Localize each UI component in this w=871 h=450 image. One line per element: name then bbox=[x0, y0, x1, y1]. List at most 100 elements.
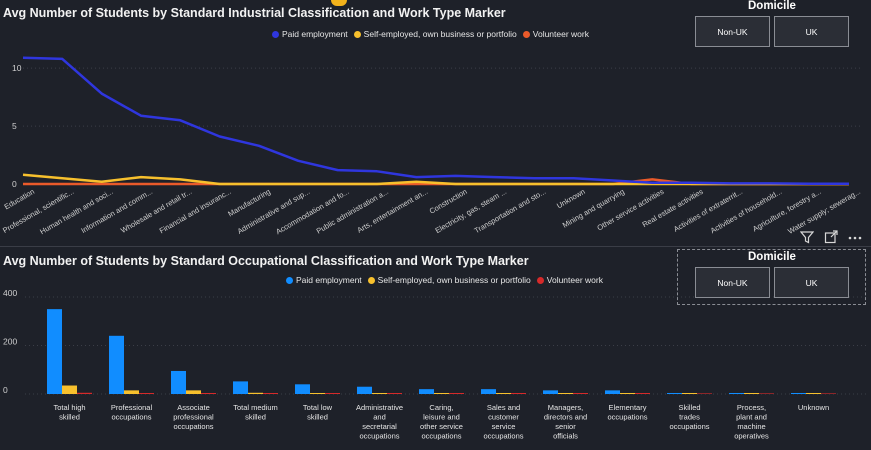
focus-mode-icon[interactable] bbox=[822, 228, 840, 246]
bar bbox=[263, 393, 278, 394]
bar bbox=[573, 393, 588, 394]
x-tick-label: and bbox=[373, 413, 386, 422]
slicer-title: Domicile bbox=[748, 251, 796, 263]
bar bbox=[543, 390, 558, 394]
x-tick-label: officials bbox=[553, 432, 578, 441]
x-tick-label: senior bbox=[555, 422, 576, 431]
legend-dot-icon bbox=[522, 30, 530, 38]
x-tick-label: Agriculture, forestry a... bbox=[751, 187, 823, 234]
x-tick-label: professional bbox=[173, 413, 214, 422]
x-tick-label: Professional bbox=[111, 403, 153, 412]
y-tick-label: 200 bbox=[3, 337, 17, 347]
x-tick-label: Total medium bbox=[233, 403, 278, 412]
slicer-option-uk[interactable]: UK bbox=[774, 267, 849, 298]
x-tick-label: skilled bbox=[59, 413, 80, 422]
x-tick-label: occupations bbox=[359, 432, 399, 441]
bar bbox=[171, 370, 186, 394]
bar bbox=[295, 384, 310, 394]
x-tick-label: Accommodation and fo... bbox=[274, 187, 350, 236]
x-tick-label: Skilled bbox=[678, 403, 700, 412]
bar bbox=[821, 393, 836, 394]
domicile-slicer-top: Domicile Non-UK UK bbox=[690, 0, 871, 60]
bar bbox=[357, 386, 372, 394]
chart1-title: Avg Number of Students by Standard Indus… bbox=[3, 6, 506, 20]
x-tick-label: Process, bbox=[737, 403, 766, 412]
legend-volunteer-work[interactable]: Volunteer work bbox=[522, 29, 589, 39]
industrial-classification-visual[interactable]: Avg Number of Students by Standard Indus… bbox=[0, 0, 871, 247]
x-tick-label: occupations bbox=[669, 422, 709, 431]
x-tick-label: service bbox=[492, 422, 516, 431]
legend-self-employed[interactable]: Self-employed, own business or portfolio bbox=[353, 29, 517, 39]
x-tick-label: Associate bbox=[177, 403, 210, 412]
bar bbox=[139, 393, 154, 394]
bar bbox=[47, 309, 62, 394]
slicer-option-uk[interactable]: UK bbox=[774, 16, 849, 47]
partial-visual-indicator bbox=[331, 0, 347, 6]
bar bbox=[481, 389, 496, 394]
x-tick-label: Financial and insuranc... bbox=[158, 187, 233, 235]
domicile-slicer-bottom: Domicile Non-UK UK bbox=[677, 249, 866, 305]
occupational-classification-visual[interactable]: Avg Number of Students by Standard Occup… bbox=[0, 249, 871, 450]
x-tick-label: machine bbox=[737, 422, 765, 431]
x-tick-label: Education bbox=[3, 187, 36, 211]
filter-icon[interactable] bbox=[798, 228, 816, 246]
x-tick-label: secretarial bbox=[362, 422, 397, 431]
legend-dot-icon bbox=[367, 276, 375, 284]
bar bbox=[248, 392, 263, 394]
x-tick-label: Activities of household... bbox=[709, 187, 784, 235]
legend-paid-employment[interactable]: Paid employment bbox=[272, 29, 348, 39]
x-tick-label: Caring, bbox=[429, 403, 453, 412]
slicer-option-non-uk[interactable]: Non-UK bbox=[695, 267, 770, 298]
x-tick-label: skilled bbox=[307, 413, 328, 422]
y-tick-label: 5 bbox=[12, 121, 17, 131]
legend-label: Volunteer work bbox=[532, 29, 589, 39]
x-tick-label: Human health and soci... bbox=[38, 187, 114, 236]
x-tick-label: Electricity, gas, steam ... bbox=[434, 187, 508, 235]
x-tick-label: Other service activities bbox=[595, 187, 665, 233]
series-line-paid-employment bbox=[22, 56, 849, 185]
bar bbox=[806, 393, 821, 394]
x-tick-label: Elementary bbox=[609, 403, 647, 412]
bar bbox=[620, 393, 635, 394]
x-tick-label: Information and comm... bbox=[79, 187, 154, 235]
chart2-title: Avg Number of Students by Standard Occup… bbox=[3, 254, 529, 268]
bar bbox=[62, 385, 77, 394]
bar bbox=[201, 393, 216, 394]
slicer-title: Domicile bbox=[748, 0, 796, 12]
legend-paid-employment[interactable]: Paid employment bbox=[286, 275, 362, 285]
x-tick-label: Arts, entertainment an... bbox=[356, 187, 430, 235]
bar bbox=[233, 381, 248, 394]
y-tick-label: 0 bbox=[3, 385, 8, 395]
x-tick-label: Managers, bbox=[548, 403, 583, 412]
x-tick-label: trades bbox=[679, 413, 700, 422]
x-tick-label: Wholesale and retail tr... bbox=[119, 187, 193, 235]
x-tick-label: Total low bbox=[303, 403, 333, 412]
bar bbox=[434, 393, 449, 394]
x-tick-label: operatives bbox=[734, 432, 769, 441]
bar bbox=[511, 393, 526, 394]
legend-dot-icon bbox=[353, 30, 361, 38]
x-tick-label: occupations bbox=[607, 413, 647, 422]
x-tick-label: customer bbox=[488, 413, 519, 422]
bar bbox=[186, 390, 201, 394]
x-tick-label: Transportation and sto... bbox=[473, 187, 548, 235]
legend-volunteer-work[interactable]: Volunteer work bbox=[536, 275, 603, 285]
legend-dot-icon bbox=[272, 30, 279, 38]
legend-self-employed[interactable]: Self-employed, own business or portfolio bbox=[367, 275, 531, 285]
x-tick-label: occupations bbox=[173, 422, 213, 431]
bar bbox=[635, 393, 650, 394]
legend-label: Paid employment bbox=[282, 29, 348, 39]
bar bbox=[325, 393, 340, 394]
bar bbox=[791, 393, 806, 394]
more-options-icon[interactable] bbox=[846, 228, 864, 246]
bar bbox=[697, 393, 712, 394]
slicer-option-non-uk[interactable]: Non-UK bbox=[695, 16, 770, 47]
x-tick-label: occupations bbox=[421, 432, 461, 441]
x-tick-label: other service bbox=[420, 422, 463, 431]
x-tick-label: Total high bbox=[53, 403, 85, 412]
legend-label: Self-employed, own business or portfolio bbox=[377, 275, 531, 285]
x-tick-label: occupations bbox=[111, 413, 151, 422]
legend-label: Paid employment bbox=[296, 275, 362, 285]
